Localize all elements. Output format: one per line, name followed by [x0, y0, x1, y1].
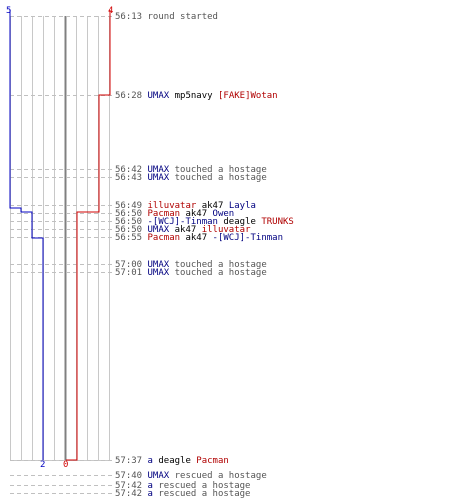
red-player-name: TRUNKS — [261, 217, 294, 227]
blue-player-name: UMAX — [147, 173, 170, 183]
blue-player-name: UMAX — [147, 165, 170, 175]
event-time: 56:55 — [115, 233, 143, 243]
event-row: 57:00 UMAX touched a hostage — [115, 260, 267, 270]
event-time: 57:42 — [115, 481, 143, 491]
red-player-name: illuvatar — [201, 225, 251, 235]
red-player-name: illuvatar — [147, 201, 197, 211]
blue-start-score: 5 — [6, 6, 12, 16]
red-player-name: Pacman — [147, 233, 181, 243]
weapon-name: deagle — [152, 456, 197, 466]
event-time: 56:13 — [115, 12, 143, 22]
weapon-name: deagle — [217, 217, 262, 227]
blue-player-name: UMAX — [147, 225, 170, 235]
event-time: 56:28 — [115, 91, 143, 101]
event-row: 56:13 round started — [115, 12, 218, 22]
event-row: 56:50 -[WCJ]-Tinman deagle TRUNKS — [115, 217, 294, 227]
event-action: touched a hostage — [169, 173, 267, 183]
blue-end-score: 2 — [40, 460, 46, 470]
event-time: 57:00 — [115, 260, 143, 270]
weapon-name: ak47 — [180, 233, 213, 243]
blue-player-name: UMAX — [147, 260, 170, 270]
event-action: rescued a hostage — [152, 481, 251, 491]
event-row: 56:55 Pacman ak47 -[WCJ]-Tinman — [115, 233, 283, 243]
blue-player-name: UMAX — [147, 471, 170, 481]
blue-player-name: -[WCJ]-Tinman — [147, 217, 218, 227]
blue-player-name: -[WCJ]-Tinman — [212, 233, 283, 243]
event-time: 57:01 — [115, 268, 143, 278]
event-row: 57:37 a deagle Pacman — [115, 456, 229, 466]
blue-player-name: Owen — [212, 209, 235, 219]
blue-player-name: a — [147, 481, 153, 491]
event-action: round started — [147, 12, 218, 22]
event-action: rescued a hostage — [152, 489, 251, 499]
red-player-name: [FAKE]Wotan — [217, 91, 278, 101]
event-time: 56:50 — [115, 217, 143, 227]
event-row: 56:50 Pacman ak47 Owen — [115, 209, 235, 219]
event-action: touched a hostage — [169, 268, 267, 278]
blue-player-name: a — [147, 456, 153, 466]
event-time: 57:37 — [115, 456, 143, 466]
event-time: 57:42 — [115, 489, 143, 499]
blue-team-line — [9, 10, 44, 460]
event-row: 57:42 a rescued a hostage — [115, 481, 251, 491]
event-row: 56:43 UMAX touched a hostage — [115, 173, 267, 183]
event-row: 56:42 UMAX touched a hostage — [115, 165, 267, 175]
event-time: 56:42 — [115, 165, 143, 175]
event-time: 57:40 — [115, 471, 143, 481]
red-team-line — [66, 10, 111, 461]
event-time: 56:49 — [115, 201, 143, 211]
weapon-name: ak47 — [196, 201, 229, 211]
blue-player-name: UMAX — [147, 91, 170, 101]
red-start-score: 4 — [108, 6, 114, 16]
event-row: 56:49 illuvatar ak47 Layla — [115, 201, 256, 211]
event-action: touched a hostage — [169, 165, 267, 175]
event-time: 56:50 — [115, 225, 143, 235]
weapon-name: mp5navy — [169, 91, 218, 101]
event-action: rescued a hostage — [169, 471, 267, 481]
blue-player-name: UMAX — [147, 268, 170, 278]
event-row: 57:42 a rescued a hostage — [115, 489, 251, 499]
event-row: 56:28 UMAX mp5navy [FAKE]Wotan — [115, 91, 278, 101]
red-player-name: Pacman — [196, 456, 229, 466]
event-row: 57:01 UMAX touched a hostage — [115, 268, 267, 278]
blue-player-name: a — [147, 489, 153, 499]
event-row: 57:40 UMAX rescued a hostage — [115, 471, 267, 481]
blue-player-name: Layla — [228, 201, 256, 211]
event-time: 56:43 — [115, 173, 143, 183]
weapon-name: ak47 — [180, 209, 213, 219]
event-time: 56:50 — [115, 209, 143, 219]
red-player-name: Pacman — [147, 209, 181, 219]
red-end-score: 0 — [63, 460, 69, 470]
event-row: 56:50 UMAX ak47 illuvatar — [115, 225, 251, 235]
weapon-name: ak47 — [169, 225, 202, 235]
event-action: touched a hostage — [169, 260, 267, 270]
